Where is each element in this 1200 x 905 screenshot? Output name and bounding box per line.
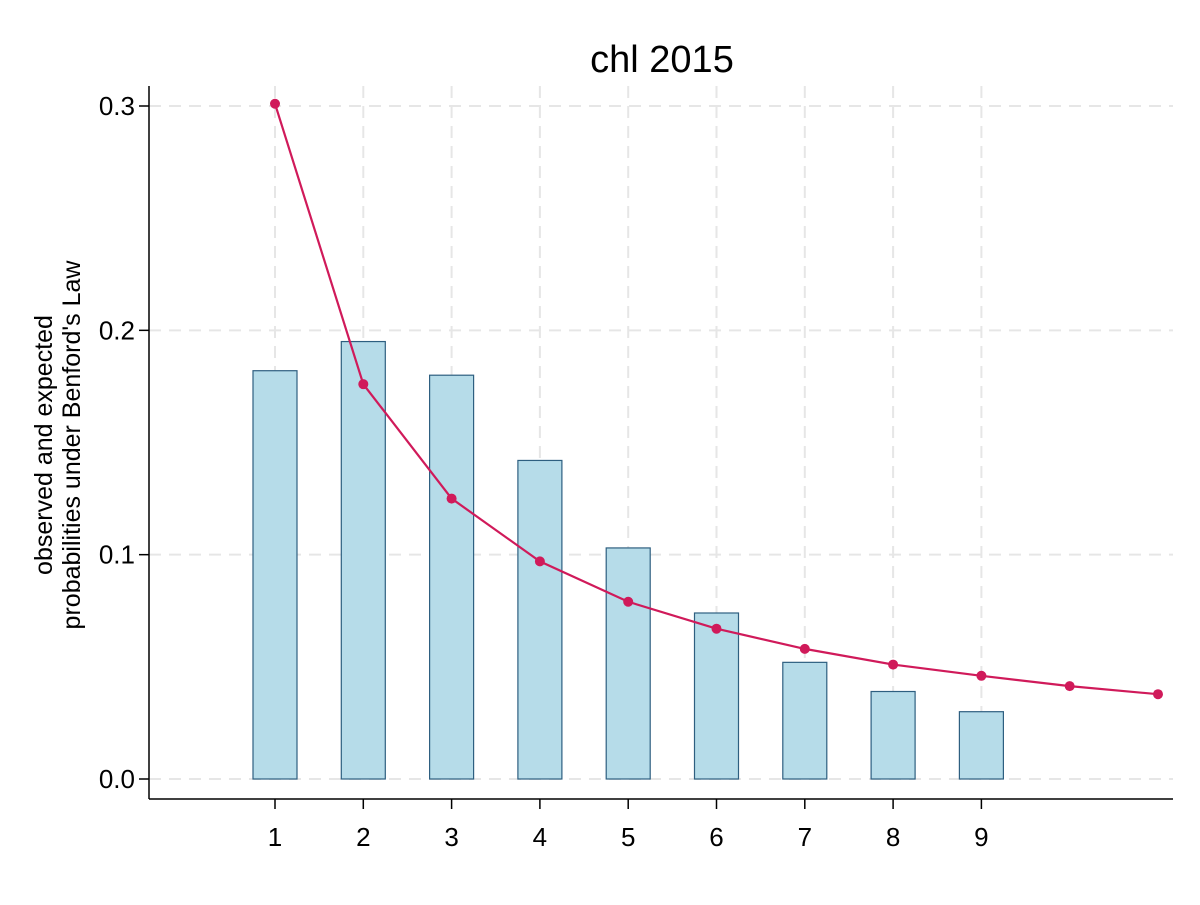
- x-tick-label-5: 6: [709, 822, 723, 852]
- expected-point-8: [888, 659, 899, 670]
- observed-bar-7: [782, 661, 828, 780]
- observed-bar-3: [429, 374, 475, 780]
- x-tick-label-1: 2: [356, 822, 370, 852]
- y-tick-label-3: 0.3: [99, 91, 135, 121]
- expected-point-1: [270, 98, 280, 109]
- y-tick-label-2: 0.2: [99, 315, 135, 345]
- expected-point-7: [799, 643, 810, 654]
- observed-bar-8: [870, 690, 916, 780]
- expected-line: [270, 98, 1163, 700]
- x-tick-label-6: 7: [798, 822, 812, 852]
- expected-point-11: [1153, 689, 1163, 700]
- observed-bar-9: [958, 711, 1005, 780]
- y-tick-label-0: 0.0: [99, 764, 135, 794]
- chart-title: chl 2015: [590, 39, 734, 81]
- x-tick-label-0: 1: [268, 822, 282, 852]
- x-tick-label-7: 8: [886, 822, 900, 852]
- y-axis-title-line-1: observed and expected: [30, 315, 58, 575]
- observed-bars: [252, 340, 1005, 780]
- observed-bar-4: [517, 459, 563, 780]
- expected-point-10: [1064, 681, 1075, 692]
- expected-point-2: [358, 379, 369, 390]
- x-tick-label-3: 4: [533, 822, 547, 852]
- expected-point-4: [534, 556, 545, 567]
- observed-bar-6: [693, 612, 740, 780]
- x-tick-label-8: 9: [974, 822, 988, 852]
- y-axis-title-line-2: probabilities under Benford's Law: [58, 260, 86, 630]
- x-tick-label-4: 5: [621, 822, 635, 852]
- expected-point-6: [711, 623, 722, 634]
- expected-point-9: [976, 670, 987, 681]
- axes-layer: 0.0 0.1 0.2 0.3 1 2 3 4 5 6 7 8 9: [99, 86, 1173, 852]
- expected-point-5: [623, 596, 634, 607]
- y-tick-label-1: 0.1: [99, 540, 135, 570]
- expected-point-3: [446, 493, 457, 504]
- observed-bar-2: [340, 340, 386, 780]
- x-tick-label-2: 3: [444, 822, 458, 852]
- observed-bar-5: [605, 547, 651, 780]
- observed-bar-1: [252, 370, 298, 780]
